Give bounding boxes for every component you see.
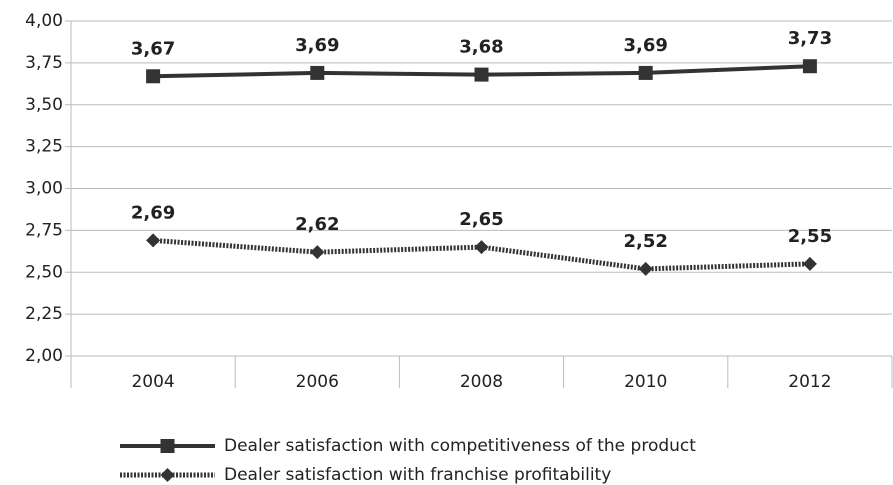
x-tick-label: 2006 xyxy=(296,372,339,392)
y-tick-label: 2,00 xyxy=(25,346,63,366)
y-tick-label: 3,00 xyxy=(25,179,63,199)
y-tick-label: 2,50 xyxy=(25,262,63,282)
data-point xyxy=(638,65,653,80)
data-label: 3,73 xyxy=(788,28,832,49)
data-label: 2,69 xyxy=(131,202,175,223)
y-tick-label: 4,00 xyxy=(25,11,63,31)
y-tick-label: 3,25 xyxy=(25,137,63,157)
data-point xyxy=(474,67,489,82)
legend-label: Dealer satisfaction with competitiveness… xyxy=(224,436,696,456)
legend-marker xyxy=(160,468,175,482)
data-label: 3,69 xyxy=(623,35,667,56)
data-label: 3,67 xyxy=(131,38,175,59)
data-point xyxy=(146,233,161,248)
data-point xyxy=(146,69,161,84)
data-point xyxy=(474,240,489,255)
x-tick-label: 2004 xyxy=(131,372,174,392)
y-tick-label: 2,75 xyxy=(25,220,63,240)
series-line xyxy=(152,237,810,272)
data-point xyxy=(310,65,325,80)
data-label: 3,68 xyxy=(459,37,503,58)
data-label: 2,65 xyxy=(459,209,503,230)
data-point xyxy=(802,256,817,271)
x-tick-label: 2012 xyxy=(788,372,831,392)
data-point xyxy=(310,245,325,260)
x-tick-label: 2008 xyxy=(460,372,503,392)
y-tick-label: 3,75 xyxy=(25,53,63,73)
x-tick-label: 2010 xyxy=(624,372,667,392)
data-label: 2,62 xyxy=(295,214,339,235)
legend-marker xyxy=(160,439,175,453)
y-tick-label: 3,50 xyxy=(25,95,63,115)
y-tick-label: 2,25 xyxy=(25,304,63,324)
data-label: 3,69 xyxy=(295,35,339,56)
data-label: 2,52 xyxy=(623,231,667,252)
legend-label: Dealer satisfaction with franchise profi… xyxy=(224,465,611,485)
data-label: 2,55 xyxy=(788,226,832,247)
data-point xyxy=(638,261,653,276)
data-point xyxy=(802,59,817,74)
